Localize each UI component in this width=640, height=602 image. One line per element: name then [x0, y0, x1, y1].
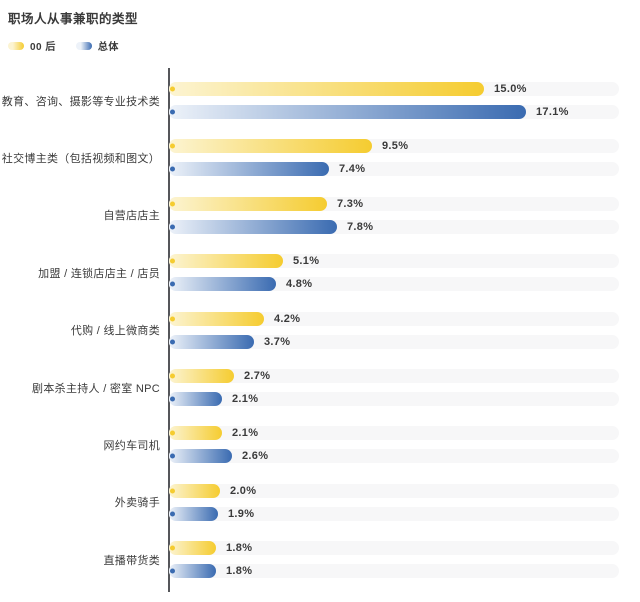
bar-track [169, 564, 619, 579]
value-label: 4.8% [286, 278, 313, 291]
legend-swatch-yellow-icon [8, 41, 24, 50]
category-axis-line [168, 68, 170, 592]
value-label: 2.0% [230, 484, 257, 497]
category-label: 社交博主类（包括视频和图文） [1, 152, 160, 165]
legend-item-total: 总体 [75, 38, 119, 53]
bar-00hou [169, 139, 372, 154]
bar-track [169, 506, 619, 521]
bar-total [169, 219, 337, 234]
value-label: 5.1% [293, 255, 320, 268]
value-label: 15.0% [494, 83, 527, 95]
bar-00hou [169, 369, 234, 383]
legend-swatch-blue-icon [75, 41, 92, 50]
legend-item-00hou: 00 后 [8, 38, 56, 53]
bar-track [169, 277, 619, 292]
legend-label-00hou: 00 后 [30, 42, 56, 53]
category-label: 教育、咨询、摄影等专业技术类 [1, 95, 160, 108]
bar-00hou [169, 311, 264, 326]
bar-00hou [169, 483, 220, 498]
value-label: 1.8% [226, 542, 253, 555]
bar-track [169, 426, 619, 441]
value-label: 2.6% [242, 450, 269, 463]
bar-total [169, 564, 216, 579]
bar-total [169, 334, 254, 349]
bar-00hou [169, 196, 327, 211]
category-label: 自营店店主 [103, 210, 160, 223]
category-label: 外卖骑手 [114, 497, 160, 510]
bar-total [169, 449, 232, 464]
value-label: 3.7% [264, 335, 291, 348]
bar-track [169, 483, 619, 498]
bar-total [169, 506, 218, 521]
bar-track [169, 449, 619, 464]
bar-total [169, 105, 526, 119]
value-label: 7.8% [347, 220, 374, 233]
value-label: 1.9% [228, 507, 255, 520]
bar-00hou [169, 254, 283, 269]
bar-track [169, 392, 619, 406]
bar-track [169, 311, 619, 326]
bar-track [169, 334, 619, 349]
bar-track [169, 369, 619, 383]
value-label: 2.1% [232, 427, 259, 440]
category-label: 网约车司机 [103, 439, 160, 452]
category-label: 代购 / 线上微商类 [70, 325, 160, 338]
bar-track [169, 541, 619, 556]
value-label: 9.5% [382, 140, 409, 153]
value-label: 1.8% [226, 565, 253, 578]
bar-00hou [169, 541, 216, 556]
bar-total [169, 162, 329, 177]
value-label: 7.3% [337, 197, 364, 210]
bar-00hou [169, 82, 484, 96]
category-label: 剧本杀主持人 / 密室 NPC [32, 382, 160, 395]
legend: 00 后 总体 [8, 38, 119, 53]
category-label: 加盟 / 连锁店店主 / 店员 [38, 267, 160, 280]
legend-label-total: 总体 [97, 42, 119, 53]
bar-00hou [169, 426, 222, 441]
bar-total [169, 392, 222, 406]
value-label: 2.7% [244, 370, 271, 382]
value-label: 17.1% [536, 106, 569, 118]
value-label: 2.1% [232, 393, 259, 405]
chart-title: 职场人从事兼职的类型 [8, 12, 139, 26]
value-label: 7.4% [339, 163, 366, 176]
bar-total [169, 277, 276, 292]
value-label: 4.2% [274, 312, 301, 325]
category-label: 直播带货类 [103, 554, 160, 567]
